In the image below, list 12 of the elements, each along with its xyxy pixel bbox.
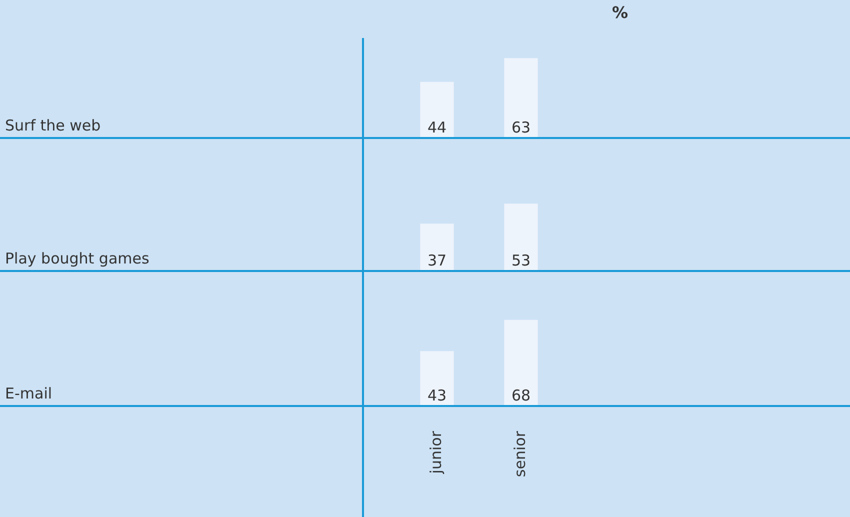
x-tick-label: junior [426,430,445,475]
data-label: 53 [511,251,531,270]
x-tick-label: senior [510,430,529,478]
y-axis-title: E-mail [5,384,52,402]
data-label: 63 [511,118,531,136]
y-axis-title: Play bought games [5,249,150,268]
data-label: 68 [511,386,531,404]
data-label: 44 [427,118,447,136]
y-axis-title: Surf the web [5,116,101,134]
data-label: 43 [427,386,447,404]
text: % [612,3,628,22]
data-label: 37 [427,251,447,270]
